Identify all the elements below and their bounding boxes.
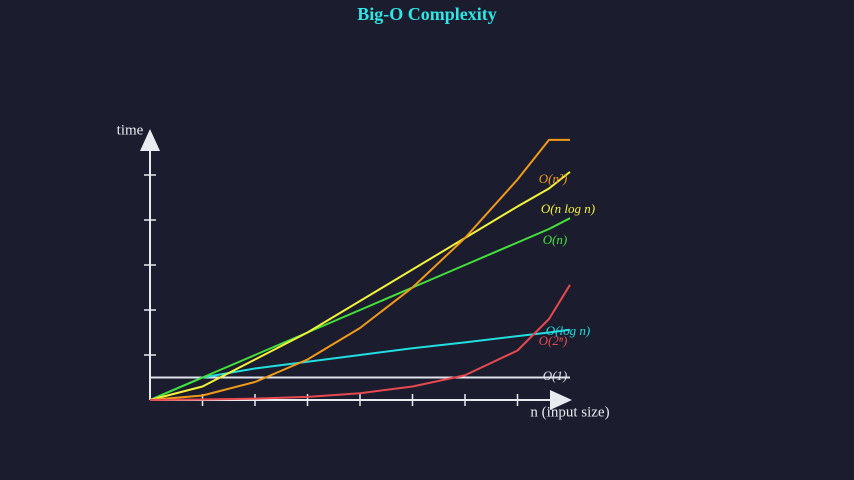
series-line (149, 171, 571, 401)
series-line (149, 284, 571, 401)
series-line (149, 217, 571, 401)
series-label: O(log n) (546, 323, 590, 338)
series-label: O(n log n) (541, 201, 595, 216)
series-line (149, 138, 570, 401)
chart-title: Big-O Complexity (357, 4, 497, 24)
series-label: O(2ⁿ) (539, 333, 568, 348)
x-axis-arrow (550, 390, 572, 410)
axes (140, 129, 572, 410)
x-axis-label: n (input size) (530, 404, 609, 420)
series-label: O(1) (543, 368, 568, 383)
y-axis-arrow (140, 129, 160, 151)
y-axis-label: time (117, 122, 144, 138)
series-line (149, 328, 571, 401)
series-label: O(n²) (539, 171, 567, 186)
series-label: O(n) (543, 232, 568, 247)
